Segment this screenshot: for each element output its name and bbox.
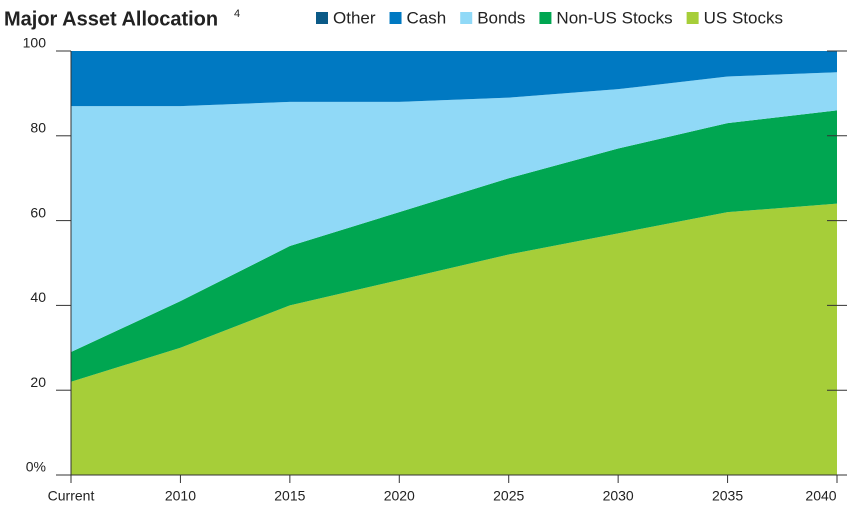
title-footnote: 4 [234, 8, 240, 20]
legend-label: Cash [407, 8, 447, 27]
x-tick-label: 2010 [165, 488, 196, 504]
area [71, 110, 837, 382]
area [71, 72, 837, 353]
y-tick-label: 40 [30, 289, 46, 305]
legend-swatch [389, 12, 402, 24]
x-tick-label: 2025 [493, 488, 524, 504]
area [71, 203, 837, 475]
legend-label: US Stocks [704, 8, 783, 27]
x-tick-label: 2030 [603, 488, 634, 504]
y-tick-label: 0% [26, 459, 46, 475]
x-tick-label: 2035 [712, 488, 743, 504]
x-tick-label: 2020 [384, 488, 415, 504]
x-tick-label: 2015 [274, 488, 305, 504]
y-tick-label: 20 [30, 374, 46, 390]
area [71, 51, 837, 107]
y-tick-label: 100 [23, 35, 47, 51]
legend-swatch [686, 12, 699, 24]
legend-swatch [316, 12, 328, 24]
chart-title: Major Asset Allocation [4, 8, 218, 30]
y-tick-label: 80 [30, 120, 46, 136]
legend-label: Other [333, 8, 376, 27]
legend-swatch [539, 12, 552, 24]
legend-label: Bonds [477, 8, 525, 27]
y-tick-label: 60 [30, 204, 46, 220]
x-tick-label: Current [48, 488, 95, 504]
x-tick-label: 2040 [805, 488, 836, 504]
legend-swatch [460, 12, 473, 24]
legend-label: Non-US Stocks [556, 8, 672, 27]
